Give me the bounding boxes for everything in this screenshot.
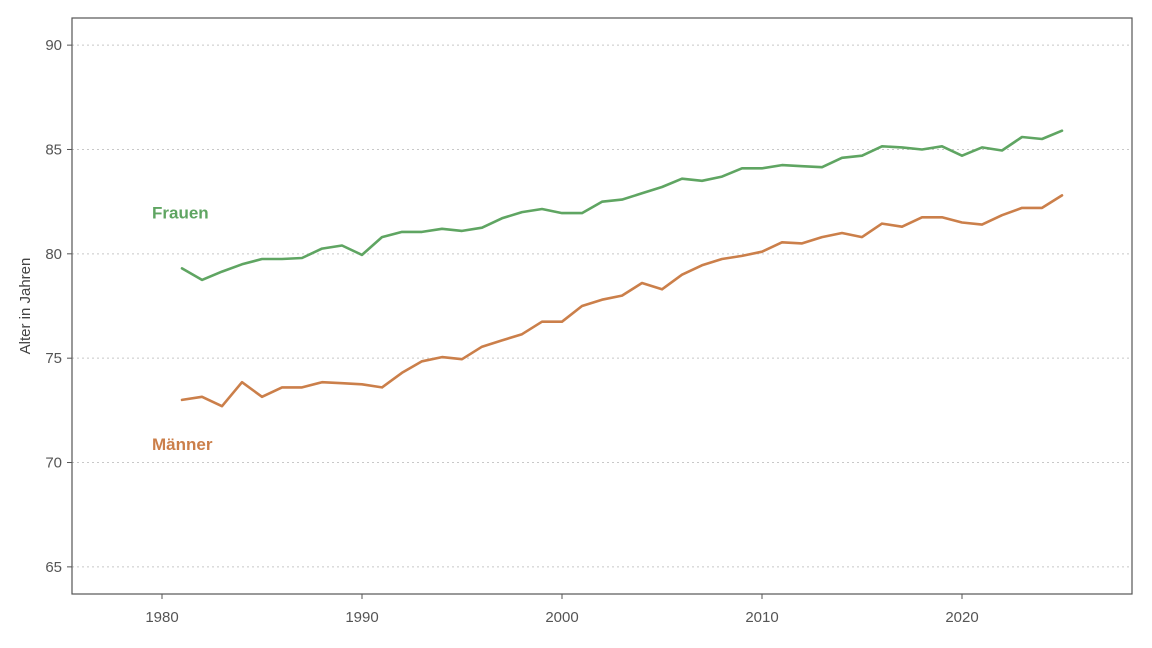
x-tick-label-2010: 2010 xyxy=(745,609,778,626)
y-tick-label-65: 65 xyxy=(45,559,62,576)
x-tick-label-1980: 1980 xyxy=(145,609,178,626)
series-label-1: Männer xyxy=(152,435,213,454)
gridlines xyxy=(72,44,1132,568)
x-axis: 1980 1990 2000 2010 2020 xyxy=(145,594,979,626)
y-tick-label-70: 70 xyxy=(45,455,62,472)
y-tick-label-80: 80 xyxy=(45,246,62,263)
y-tick-label-75: 75 xyxy=(45,350,62,367)
y-tick-label-85: 85 xyxy=(45,141,62,158)
y-axis: 65 70 75 80 85 90 xyxy=(45,37,72,576)
x-tick-label-2020: 2020 xyxy=(945,609,978,626)
series-labels: Frauen Männer xyxy=(152,203,213,454)
series-label-0: Frauen xyxy=(152,203,209,222)
x-tick-label-2000: 2000 xyxy=(545,609,578,626)
series-lines xyxy=(180,129,1064,408)
series-line-1 xyxy=(180,194,1064,408)
plot-frame xyxy=(71,17,1133,595)
y-axis-title: Alter in Jahren xyxy=(17,258,34,355)
y-tick-label-90: 90 xyxy=(45,37,62,54)
x-tick-label-1990: 1990 xyxy=(345,609,378,626)
series-line-0 xyxy=(180,129,1064,282)
